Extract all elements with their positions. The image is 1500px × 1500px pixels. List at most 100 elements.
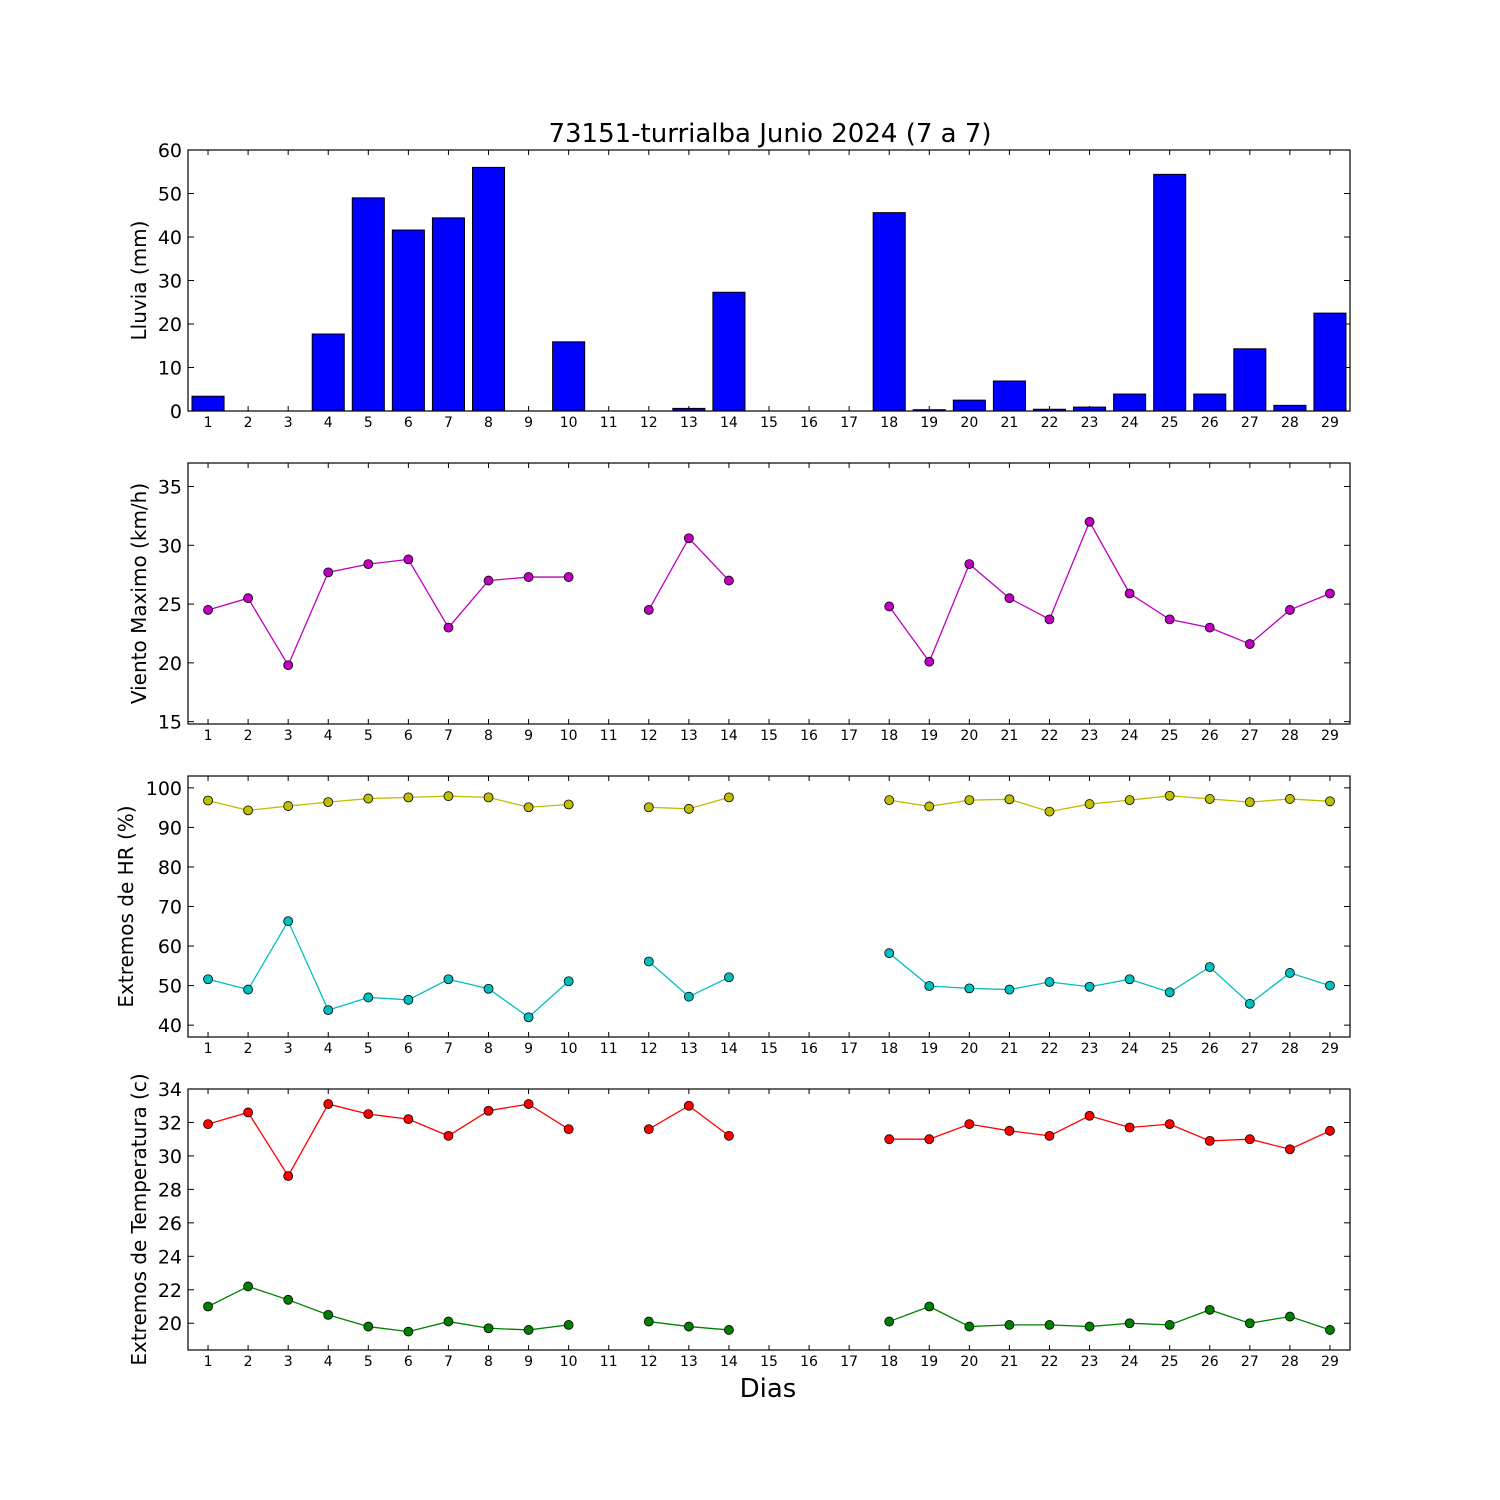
x-tick-label: 21 [1000,415,1018,431]
plot-frame [187,775,1351,1038]
data-point-day-25 [1164,790,1175,801]
data-point-day-2 [243,1107,254,1118]
y-tick-label: 32 [158,1112,182,1134]
x-tick-label: 9 [524,1041,533,1057]
x-tick-label: 27 [1241,1041,1259,1057]
x-tick-label: 13 [680,415,698,431]
data-point-day-7 [443,1130,454,1141]
x-tick-label: 7 [444,415,453,431]
data-point-day-18 [884,948,895,959]
x-tick-label: 2 [244,1041,253,1057]
data-point-day-1 [203,1301,213,1312]
x-tick-label: 10 [560,415,578,431]
x-tick-label: 17 [840,1041,858,1057]
rain-bar-day-20 [952,399,986,412]
y-axis-label: Extremos de Temperatura (c) [127,1073,151,1365]
x-tick-label: 27 [1241,415,1259,431]
plot-frame [187,1088,1351,1351]
y-tick-label: 35 [158,477,182,499]
data-point-day-5 [363,793,374,804]
data-point-day-5 [363,992,374,1003]
data-point-day-24 [1124,1122,1135,1133]
data-point-day-13 [683,1321,694,1332]
data-point-day-10 [563,799,574,810]
y-tick-label: 20 [158,1313,182,1335]
x-tick-label: 8 [484,1354,493,1370]
plot-frame [187,149,1351,412]
x-tick-label: 1 [204,415,213,431]
data-point-day-18 [884,1134,895,1145]
x-tick-label: 11 [600,1354,618,1370]
x-tick-label: 17 [840,728,858,744]
series-line [207,919,570,1019]
x-tick-label: 11 [600,1041,618,1057]
x-tick-label: 19 [920,728,938,744]
data-point-day-14 [724,1130,734,1141]
data-point-day-25 [1164,1119,1175,1130]
series-line [888,952,1331,1005]
x-tick-label: 2 [244,415,253,431]
series-line [889,1115,1331,1150]
data-point-day-22 [1044,614,1055,625]
data-point-day-10 [563,976,574,987]
x-tick-label: 28 [1281,1041,1299,1057]
y-tick-label: 26 [158,1213,182,1235]
x-tick-label: 3 [284,1354,293,1370]
data-point-day-5 [363,1109,374,1119]
data-point-day-20 [964,795,975,806]
x-tick-label: 8 [484,415,493,431]
x-tick-label: 15 [760,1354,778,1370]
series-line [648,537,730,611]
data-point-day-12 [643,956,654,967]
data-point-day-6 [403,554,414,565]
data-point-day-8 [483,1105,494,1116]
data-point-day-6 [403,994,414,1005]
data-point-day-22 [1044,806,1055,817]
y-tick-label: 50 [158,976,182,998]
data-point-day-23 [1084,799,1095,809]
data-point-day-8 [483,983,494,994]
x-tick-label: 16 [800,1041,818,1057]
x-tick-label: 9 [524,1354,533,1370]
data-point-day-3 [283,660,294,671]
x-tick-label: 29 [1321,1041,1339,1057]
data-point-day-1 [203,974,213,985]
y-tick-label: 10 [158,358,182,380]
x-tick-label: 22 [1041,415,1059,431]
data-point-day-20 [964,1119,975,1130]
x-tick-label: 27 [1241,1354,1259,1370]
series-line [207,1103,570,1178]
data-point-day-7 [443,974,454,985]
data-point-day-7 [443,622,454,633]
y-tick-label: 30 [158,1146,182,1168]
x-tick-label: 9 [524,415,533,431]
x-tick-label: 3 [284,728,293,744]
x-tick-label: 5 [364,415,373,431]
data-point-day-10 [563,572,574,582]
data-point-day-24 [1124,974,1135,985]
x-tick-label: 24 [1121,728,1139,744]
x-tick-label: 26 [1201,415,1219,431]
data-point-day-14 [724,972,734,983]
data-point-day-9 [523,1012,534,1023]
data-point-day-20 [964,559,975,570]
rain-bar-day-26 [1193,393,1227,412]
y-tick-label: 25 [158,594,182,616]
data-point-day-8 [483,1323,494,1334]
x-tick-label: 7 [444,728,453,744]
x-tick-label: 19 [920,1354,938,1370]
x-tick-label: 8 [484,1041,493,1057]
data-point-day-28 [1284,605,1295,615]
data-point-day-13 [683,533,694,544]
data-point-day-21 [1004,593,1015,604]
data-point-day-8 [483,575,494,586]
data-point-day-4 [323,1005,334,1016]
data-point-day-4 [323,1309,334,1320]
y-tick-label: 30 [158,271,182,293]
data-point-day-5 [363,1321,374,1332]
data-point-day-21 [1004,1125,1015,1136]
x-tick-label: 10 [560,1354,578,1370]
data-point-day-10 [563,1320,574,1330]
data-point-day-29 [1325,980,1335,991]
